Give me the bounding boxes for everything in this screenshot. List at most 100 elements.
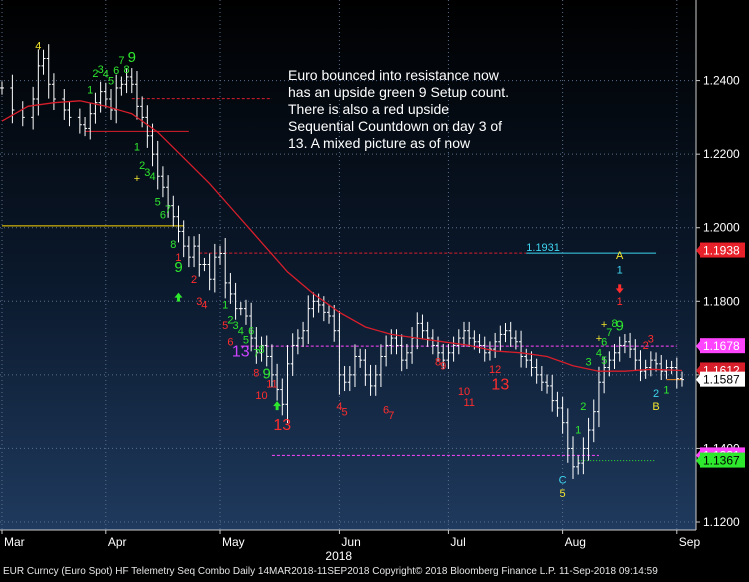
count-label: 10 [458,386,470,398]
horizontal-lines [2,98,682,462]
price-bar [680,371,684,387]
count-label: 3 [233,320,239,332]
red-down-arrow [615,284,624,294]
price-bar [570,436,575,479]
price-bar [295,329,300,355]
price-bar [160,166,165,198]
arrows [174,284,624,411]
annotation-text: Euro bounced into resistance now has an … [288,67,510,151]
price-bar [545,374,550,394]
count-label: 3 [196,296,202,308]
count-label: 1 [87,84,93,96]
count-label: 5 [222,320,228,332]
x-tick-label: Aug [565,535,586,549]
price-bar [654,352,659,372]
count-label: 9 [128,49,136,66]
price-bar [368,364,373,396]
price-bar [171,195,176,227]
price-bar [586,417,591,461]
price-bar [638,350,643,382]
price-bar [41,49,46,75]
price-tag-label: 1.1678 [703,339,740,353]
count-label: C [559,474,567,486]
count-label: 7 [606,327,612,339]
count-label: 1 [222,300,228,312]
count-label: 3 [144,167,150,179]
count-label: 1 [617,296,623,308]
price-bar [46,44,51,99]
price-bar [88,102,93,140]
price-bar [181,220,186,258]
price-tag: 1.1367 [696,452,745,468]
x-tick-label: Sep [679,535,701,549]
price-bar [109,89,114,120]
price-bar [238,302,243,316]
count-label: 6 [227,336,233,348]
count-label: B [652,401,659,413]
count-label: 4 [238,325,244,337]
price-bar [503,323,508,343]
price-tag: 1.1678 [696,338,745,354]
count-label: 8 [124,64,130,76]
price-bar [607,351,612,377]
count-label: 9 [440,360,446,372]
count-label: 4 [596,347,602,359]
count-label: 6 [160,210,166,222]
y-tick-label: 1.2000 [703,221,740,235]
price-tag-label: 1.1367 [703,454,740,468]
y-tick-label: 1.2200 [703,147,740,161]
price-tag: 1.1587 [696,371,745,387]
count-label: 7 [118,55,124,67]
count-label: 2 [227,314,233,326]
price-bar [124,68,129,94]
count-label: 7 [388,410,394,422]
count-label: 4 [103,69,109,81]
price-bar [389,329,394,355]
count-label: A [616,250,624,262]
price-bar [373,364,378,396]
count-label: 6 [601,336,607,348]
y-tick-label: 1.1800 [703,294,740,308]
price-bar [508,321,513,347]
price-bar [321,296,326,322]
price-bar [399,334,404,372]
price-bar [560,396,565,434]
price-bar [669,360,674,375]
x-axis-background [0,530,749,563]
price-bar [134,71,139,120]
price-bar [617,336,622,362]
y-tick-label: 1.1200 [703,515,740,529]
count-label: 5 [108,75,114,87]
price-bar [430,329,435,355]
count-label: + [134,173,140,185]
moving-average-line [1,100,683,372]
price-bar [192,236,197,268]
count-label: 7 [253,347,259,359]
x-tick-label: Jun [341,535,360,549]
count-label: 5 [342,406,348,418]
price-bar [384,335,389,367]
count-label: 8 [611,318,617,330]
count-label: 9 [174,259,182,276]
count-label: 7 [165,204,171,216]
price-bar [285,345,290,424]
price-bar [477,334,482,354]
price-bar [0,81,4,95]
count-label: 8 [258,344,264,356]
price-bar [591,399,596,443]
price-bar [103,82,108,108]
price-bar [404,343,409,369]
price-bar [31,86,36,130]
price-bar [140,96,145,128]
moving-average [1,100,683,372]
price-bar [378,344,383,388]
price-bar [519,330,524,368]
count-label: 12 [489,364,501,376]
count-label: 3 [648,333,654,345]
price-bar [674,357,679,389]
price-tag: 1.1938 [696,242,745,258]
price-bar [332,304,337,342]
price-bar [119,76,124,96]
